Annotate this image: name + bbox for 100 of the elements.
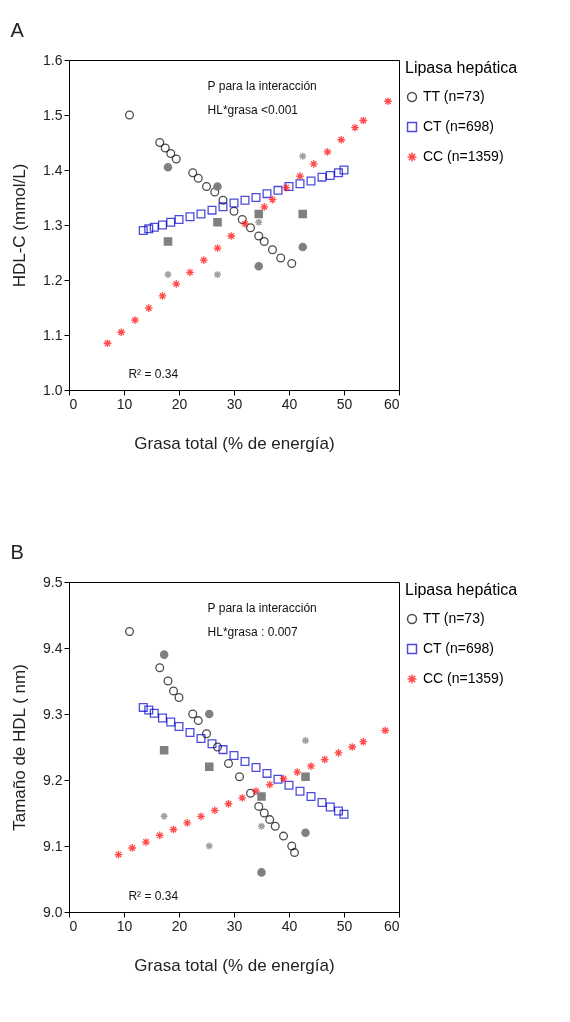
point: [196, 811, 206, 821]
point: [278, 774, 289, 784]
annotation: R² = 0.34: [128, 888, 179, 903]
point: [157, 713, 168, 723]
point: [144, 224, 154, 234]
point: [218, 202, 228, 212]
point: [193, 173, 203, 183]
chart-title: A: [10, 19, 25, 41]
point: [306, 761, 316, 771]
point: [273, 774, 283, 784]
x-tick-label: 50: [336, 917, 353, 934]
point: [144, 705, 154, 715]
point: [204, 841, 214, 851]
legend-label: CT (n=698): [423, 118, 494, 134]
point: [207, 205, 217, 215]
point: [322, 147, 333, 157]
point: [298, 151, 308, 161]
point: [306, 176, 316, 186]
y-tick-label: 1.1: [43, 326, 63, 343]
point: [138, 702, 148, 712]
annotation: HL*grasa <0.001: [207, 102, 299, 117]
point: [251, 762, 261, 772]
point: [212, 742, 223, 752]
point: [251, 786, 261, 796]
point: [204, 709, 214, 719]
point: [265, 780, 275, 790]
point: [270, 821, 280, 831]
y-tick-label: 9.5: [43, 573, 63, 590]
point: [287, 841, 297, 851]
y-tick-label: 9.4: [43, 639, 63, 656]
point: [218, 195, 228, 205]
point: [159, 812, 169, 821]
point: [229, 198, 239, 208]
point: [144, 303, 154, 313]
point: [301, 772, 310, 781]
x-tick-label: 20: [171, 917, 188, 934]
point: [163, 162, 173, 172]
annotation: P para la interacción: [207, 79, 317, 94]
point: [218, 745, 228, 755]
point: [149, 222, 159, 232]
y-tick-label: 9.2: [43, 771, 63, 788]
point: [278, 831, 289, 841]
point: [240, 219, 250, 229]
point: [213, 270, 222, 279]
x-tick-label: 30: [226, 917, 243, 934]
annotation: R² = 0.34: [128, 366, 179, 381]
annotation: P para la interacción: [207, 601, 317, 616]
point: [295, 179, 305, 189]
point: [155, 663, 165, 673]
point: [223, 799, 234, 809]
y-tick-label: 9.0: [43, 903, 63, 920]
point: [254, 217, 264, 227]
point: [301, 736, 310, 745]
point: [155, 830, 165, 840]
point: [212, 243, 223, 253]
point: [124, 626, 135, 637]
y-tick-label: 9.1: [43, 837, 63, 854]
point: [245, 788, 256, 798]
point: [317, 797, 327, 807]
x-tick-label: 30: [226, 395, 243, 412]
annotation: HL*grasa : 0.007: [207, 624, 298, 639]
point: [237, 793, 247, 803]
legend-label: CC (n=1359): [423, 148, 504, 164]
point: [267, 245, 278, 255]
point: [254, 801, 264, 811]
point: [113, 850, 124, 860]
point: [350, 123, 360, 133]
y-axis-title: HDL-C (mmol/L): [10, 163, 30, 288]
point: [138, 225, 148, 236]
point: [163, 676, 173, 686]
point: [383, 96, 393, 106]
point: [240, 195, 250, 205]
point: [201, 181, 212, 192]
point: [159, 650, 169, 659]
point: [358, 115, 368, 126]
x-tick-label: 10: [116, 395, 133, 412]
point: [102, 338, 113, 348]
point: [257, 792, 266, 801]
point: [273, 185, 283, 195]
x-tick-label: 40: [281, 395, 298, 412]
point: [171, 154, 181, 164]
point: [171, 279, 181, 289]
point: [301, 828, 310, 838]
point: [168, 824, 179, 835]
point: [237, 214, 247, 225]
point: [325, 802, 335, 812]
point: [259, 202, 269, 212]
point: [257, 821, 266, 831]
point: [251, 192, 261, 203]
point: [295, 786, 305, 796]
point: [317, 172, 327, 182]
legend-label: CT (n=698): [423, 640, 494, 656]
point: [199, 255, 209, 265]
y-tick-label: 1.2: [43, 271, 63, 288]
point: [124, 110, 135, 120]
point: [284, 780, 294, 790]
point: [254, 261, 264, 271]
point: [320, 755, 330, 765]
point: [210, 187, 220, 197]
x-tick-label: 0: [69, 917, 78, 934]
